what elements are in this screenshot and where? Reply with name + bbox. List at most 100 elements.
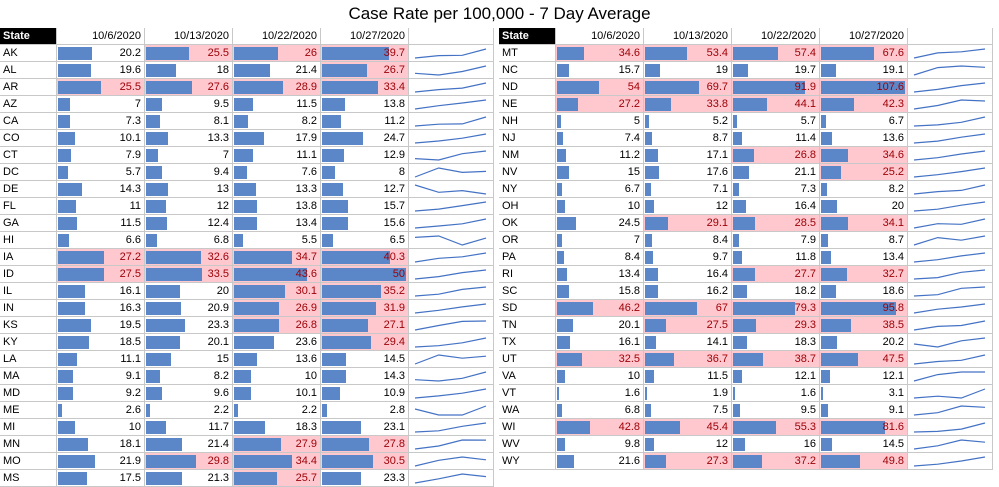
value-cell: 20 bbox=[145, 283, 233, 300]
sparkline bbox=[414, 235, 487, 246]
value-label: 19 bbox=[715, 64, 728, 76]
table-row: HI 6.6 6.8 5.5 6.5 bbox=[0, 232, 494, 249]
value-label: 27.8 bbox=[383, 438, 405, 450]
sparkline-series bbox=[414, 286, 487, 297]
value-label: 6.7 bbox=[888, 115, 904, 127]
value-cell: 7.4 bbox=[556, 130, 644, 147]
value-cell: 43.6 bbox=[233, 266, 321, 283]
value-cell: 7.9 bbox=[57, 147, 145, 164]
value-label: 8.7 bbox=[888, 234, 904, 246]
state-label: OR bbox=[499, 232, 556, 249]
state-label: PA bbox=[499, 249, 556, 266]
value-label: 15 bbox=[216, 353, 229, 365]
sparkline bbox=[414, 422, 487, 433]
data-bar bbox=[645, 200, 655, 213]
value-cell: 27.7 bbox=[732, 266, 820, 283]
state-label: MT bbox=[499, 45, 556, 62]
state-label: KS bbox=[0, 317, 57, 334]
value-cell: 8 bbox=[321, 164, 409, 181]
value-label: 21.4 bbox=[207, 438, 229, 450]
data-bar bbox=[322, 200, 349, 213]
sparkline-cell bbox=[409, 147, 494, 164]
sparkline-column-header bbox=[409, 28, 494, 45]
data-bar bbox=[645, 455, 667, 468]
value-cell: 27.2 bbox=[556, 96, 644, 113]
value-cell: 9.1 bbox=[57, 368, 145, 385]
data-bar bbox=[146, 64, 177, 77]
sparkline-series bbox=[414, 184, 487, 195]
data-bar bbox=[557, 438, 565, 451]
value-label: 34.6 bbox=[882, 149, 904, 161]
value-cell: 5.7 bbox=[57, 164, 145, 181]
data-bar bbox=[645, 404, 651, 417]
value-cell: 11.1 bbox=[233, 147, 321, 164]
value-cell: 14.3 bbox=[321, 368, 409, 385]
value-label: 38.5 bbox=[882, 319, 904, 331]
value-cell: 11 bbox=[57, 198, 145, 215]
data-bar bbox=[821, 268, 847, 281]
data-bar bbox=[645, 98, 672, 111]
table-row: KY 18.5 20.1 23.6 29.4 bbox=[0, 334, 494, 351]
sparkline-series bbox=[414, 405, 487, 416]
sparkline-cell bbox=[409, 249, 494, 266]
data-bar bbox=[322, 98, 346, 111]
data-bar bbox=[733, 217, 756, 230]
data-bar bbox=[645, 387, 647, 400]
sparkline-cell bbox=[409, 402, 494, 419]
sparkline bbox=[913, 184, 986, 195]
sparkline bbox=[913, 303, 986, 314]
sparkline bbox=[414, 201, 487, 212]
table-row: MN 18.1 21.4 27.9 27.8 bbox=[0, 436, 494, 453]
data-bar bbox=[234, 353, 257, 366]
value-label: 7.3 bbox=[125, 115, 141, 127]
data-bar bbox=[821, 319, 852, 332]
data-bar bbox=[322, 149, 344, 162]
table-row: NM 11.2 17.1 26.8 34.6 bbox=[499, 147, 993, 164]
state-label: NY bbox=[499, 181, 556, 198]
left-table-panel: State 10/6/2020 10/13/2020 10/22/2020 10/27/… bbox=[0, 28, 494, 487]
table-row: AR 25.5 27.6 28.9 33.4 bbox=[0, 79, 494, 96]
sparkline-series bbox=[913, 184, 986, 195]
sparkline-series bbox=[414, 218, 487, 229]
value-cell: 13.4 bbox=[556, 266, 644, 283]
state-column-header: State bbox=[499, 28, 556, 45]
value-cell: 27.2 bbox=[57, 249, 145, 266]
value-label: 13.8 bbox=[383, 98, 405, 110]
data-bar bbox=[557, 234, 563, 247]
state-label: IA bbox=[0, 249, 57, 266]
value-label: 26 bbox=[304, 47, 317, 59]
value-cell: 23.3 bbox=[321, 470, 409, 487]
data-bar bbox=[58, 166, 68, 179]
value-cell: 17.6 bbox=[644, 164, 732, 181]
state-label: NH bbox=[499, 113, 556, 130]
data-bar bbox=[821, 421, 885, 434]
value-cell: 30.5 bbox=[321, 453, 409, 470]
value-label: 27.9 bbox=[295, 438, 317, 450]
sparkline-cell bbox=[409, 79, 494, 96]
sparkline bbox=[414, 252, 487, 263]
value-label: 11.8 bbox=[795, 251, 816, 263]
value-cell: 14.1 bbox=[644, 334, 732, 351]
value-label: 25.7 bbox=[295, 472, 317, 484]
table-row: SC 15.8 16.2 18.2 18.6 bbox=[499, 283, 993, 300]
data-bar bbox=[322, 302, 376, 315]
data-bar bbox=[821, 115, 827, 128]
value-label: 8.4 bbox=[624, 251, 640, 263]
sparkline-series bbox=[913, 218, 986, 229]
sparkline-series bbox=[414, 65, 487, 76]
sparkline-series bbox=[414, 388, 487, 399]
value-label: 11.7 bbox=[208, 421, 229, 433]
value-label: 17.5 bbox=[119, 472, 141, 484]
value-cell: 16.2 bbox=[644, 283, 732, 300]
sparkline-cell bbox=[409, 317, 494, 334]
value-label: 10 bbox=[627, 200, 640, 212]
data-bar bbox=[733, 115, 738, 128]
sparkline bbox=[913, 371, 985, 382]
value-cell: 13.8 bbox=[321, 96, 409, 113]
value-label: 79.3 bbox=[794, 302, 816, 314]
value-label: 35.2 bbox=[383, 285, 405, 297]
value-cell: 18.6 bbox=[820, 283, 908, 300]
sparkline-series bbox=[913, 405, 986, 416]
data-bar bbox=[821, 183, 828, 196]
data-bar bbox=[58, 268, 105, 281]
